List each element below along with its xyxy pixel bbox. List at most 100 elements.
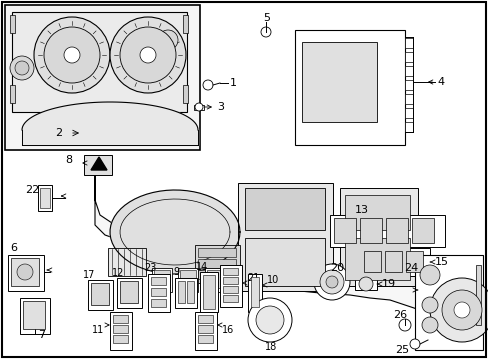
Bar [203,275,215,309]
Text: 11: 11 [92,325,104,335]
Bar [198,270,236,279]
Bar [178,281,184,303]
Circle shape [419,265,439,285]
Bar [195,312,217,350]
Text: 3: 3 [217,102,224,112]
Bar [183,85,187,103]
Polygon shape [91,157,107,170]
Bar [12,12,186,112]
Polygon shape [95,175,419,310]
Bar [385,218,407,243]
Bar [198,315,213,323]
Circle shape [313,264,349,300]
Text: 2: 2 [55,128,62,138]
Bar [183,15,187,33]
Text: 21: 21 [246,273,259,283]
Bar [10,15,15,33]
Text: 22: 22 [25,185,39,195]
Text: 25: 25 [394,345,408,355]
Bar [175,278,197,308]
Text: 13: 13 [354,205,368,215]
Text: 24: 24 [403,263,417,273]
Bar [333,218,355,243]
Circle shape [421,297,437,313]
Bar [345,195,409,230]
Bar [404,66,412,76]
Text: 15: 15 [434,257,448,267]
Circle shape [64,47,80,63]
Circle shape [195,103,203,111]
Bar [11,258,39,286]
Bar [154,270,170,288]
Bar [113,315,128,323]
Bar [404,38,412,48]
Bar [198,248,236,257]
Text: 7: 7 [38,330,45,340]
Bar [10,85,15,103]
Bar [238,183,332,291]
Text: 8: 8 [65,155,72,165]
Bar [404,108,412,118]
Bar [404,122,412,132]
Bar [20,298,50,334]
Text: 9: 9 [173,267,179,277]
Bar [247,274,262,312]
Bar [244,188,325,230]
Circle shape [158,30,178,50]
Bar [223,268,238,275]
Circle shape [421,317,437,333]
Circle shape [441,290,481,330]
Text: 12: 12 [112,268,124,278]
Circle shape [453,302,469,318]
Bar [200,272,218,312]
Bar [38,185,52,211]
Bar [178,268,198,292]
Circle shape [203,80,213,90]
Bar [198,335,213,343]
Circle shape [10,56,34,80]
Circle shape [256,306,284,334]
Bar [363,251,380,272]
Bar [23,301,45,329]
Bar [339,188,417,286]
Bar [113,335,128,343]
Circle shape [409,339,419,349]
Bar [405,251,422,272]
Text: 1: 1 [229,78,237,88]
Bar [404,80,412,90]
Bar [220,265,242,307]
Bar [404,94,412,104]
Circle shape [261,27,270,37]
Circle shape [140,47,156,63]
Text: 19: 19 [381,279,395,289]
Circle shape [429,278,488,342]
Text: 10: 10 [266,275,279,285]
Bar [194,105,203,110]
Bar [414,255,482,350]
Bar [8,255,44,291]
Bar [223,286,238,293]
Circle shape [319,270,343,294]
Text: 14: 14 [196,262,208,272]
Bar [180,270,196,288]
Bar [117,278,142,308]
Circle shape [15,61,29,75]
Text: 20: 20 [329,263,344,273]
Bar [411,218,433,243]
Bar [204,268,224,292]
Bar [404,52,412,62]
Bar [223,295,238,302]
Circle shape [44,27,100,83]
Bar [198,325,213,333]
Bar [151,277,165,285]
Text: 26: 26 [392,310,407,320]
Bar [110,312,132,350]
Text: 23: 23 [143,263,156,273]
Bar [475,265,480,325]
Bar [244,238,325,286]
Bar [359,248,429,276]
Bar [84,155,112,175]
Bar [5,5,200,150]
Bar [302,42,376,122]
Bar [152,268,172,292]
